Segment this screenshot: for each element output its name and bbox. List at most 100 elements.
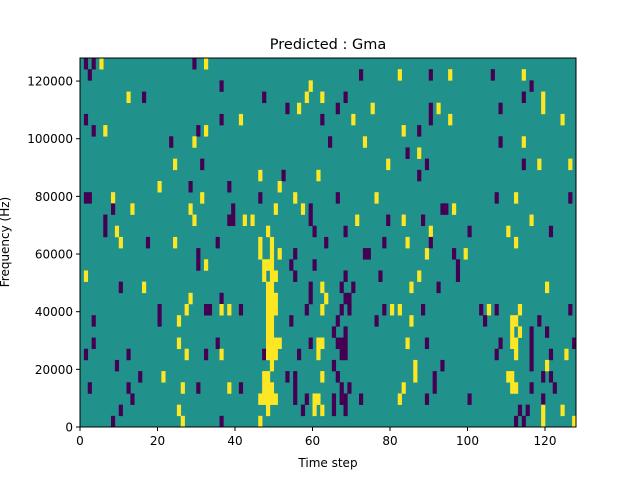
x-tick-label: 100 [456, 434, 479, 448]
heatmap-cell-low [521, 415, 526, 428]
heatmap-cell-high [514, 337, 519, 350]
heatmap-cell-high [273, 304, 278, 316]
heatmap-cell-high [83, 270, 89, 282]
heatmap-cell-low [157, 304, 162, 316]
heatmap-cell-low [87, 382, 92, 394]
heatmap-cell-low [293, 248, 298, 260]
heatmap-cell-low [103, 225, 108, 238]
heatmap-cell-low [87, 69, 92, 81]
heatmap-cell-high [514, 315, 519, 327]
heatmap-cell-low [331, 393, 337, 405]
heatmap-cell-high [161, 371, 166, 383]
heatmap-cell-high [405, 236, 410, 249]
heatmap-cell-low [424, 337, 430, 350]
heatmap-cell-low [498, 136, 503, 148]
heatmap-cell-high [266, 304, 271, 316]
x-tick-label: 120 [534, 434, 557, 448]
heatmap-cell-high [204, 58, 209, 70]
heatmap-cell-low [424, 393, 430, 405]
heatmap-cell-high [486, 304, 492, 316]
heatmap-cell-low [428, 102, 433, 115]
heatmap-cell-high [238, 113, 244, 126]
heatmap-cell-low [169, 136, 174, 148]
heatmap-cell-high [316, 169, 321, 182]
heatmap-cell-low [517, 404, 523, 417]
heatmap-cell-high [304, 91, 309, 104]
heatmap-cell-low [572, 337, 577, 350]
heatmap-cell-low [568, 304, 573, 316]
heatmap-cell-low [529, 348, 534, 361]
heatmap-cell-high [176, 315, 182, 327]
heatmap-cell-low [525, 404, 530, 417]
heatmap-cell-high [258, 248, 263, 260]
heatmap-cell-low [308, 214, 313, 227]
heatmap-cell-low [479, 304, 484, 316]
heatmap-cell-low [405, 147, 410, 159]
heatmap-cell-high [320, 371, 325, 383]
heatmap-cell-high [103, 125, 108, 137]
heatmap-cell-low [331, 404, 337, 417]
heatmap-cell-low [111, 415, 116, 428]
heatmap-cell-high [560, 113, 565, 126]
heatmap-cell-high [370, 102, 375, 115]
heatmap-cell-low [142, 91, 147, 104]
heatmap-cell-high [297, 102, 302, 115]
y-tick-label: 40000 [35, 305, 73, 319]
heatmap-cell-high [266, 315, 271, 327]
heatmap-cell-high [266, 371, 271, 383]
heatmap-cell-low [494, 348, 499, 361]
heatmap-cell-high [180, 382, 185, 394]
heatmap-cell-high [316, 348, 321, 361]
heatmap-cell-high [320, 337, 325, 350]
heatmap [80, 58, 577, 428]
heatmap-cell-low [483, 315, 488, 327]
heatmap-cell-low [548, 371, 554, 383]
heatmap-cell-low [215, 236, 220, 249]
heatmap-cell-low [293, 270, 298, 282]
heatmap-cell-low [308, 337, 313, 350]
heatmap-cell-low [238, 382, 244, 394]
heatmap-cell-high [266, 225, 271, 238]
x-tick-label: 60 [305, 434, 320, 448]
y-tick-label: 60000 [35, 248, 73, 262]
heatmap-cell-high [277, 181, 282, 193]
heatmap-cell-high [262, 259, 267, 271]
heatmap-cell-high [545, 281, 550, 294]
heatmap-cell-low [324, 236, 329, 249]
y-tick-label: 80000 [35, 190, 73, 204]
heatmap-cell-high [269, 292, 275, 305]
heatmap-cell-low [467, 225, 472, 238]
heatmap-cell-high [262, 371, 267, 383]
heatmap-cell-low [421, 304, 426, 316]
heatmap-cell-low [111, 203, 116, 215]
heatmap-cell-low [494, 192, 499, 204]
heatmap-cell-high [529, 214, 534, 227]
axes-frame [79, 57, 577, 428]
heatmap-cell-high [390, 304, 395, 316]
heatmap-cell-high [227, 382, 232, 394]
heatmap-cell-low [126, 348, 131, 361]
heatmap-cell-high [266, 326, 271, 338]
heatmap-cell-high [258, 415, 263, 428]
heatmap-cell-high [200, 192, 205, 204]
heatmap-cell-high [324, 292, 329, 305]
heatmap-cell-low [196, 382, 201, 394]
heatmap-cell-low [297, 348, 302, 361]
heatmap-cell-high [157, 181, 162, 193]
heatmap-cell-low [351, 281, 356, 294]
heatmap-cell-high [242, 214, 247, 227]
heatmap-cell-high [126, 91, 131, 104]
heatmap-cell-high [269, 236, 275, 249]
heatmap-cell-low [382, 236, 387, 249]
heatmap-cell-low [118, 281, 123, 294]
heatmap-cell-high [452, 203, 457, 215]
heatmap-cell-low [440, 203, 445, 215]
heatmap-cell-high [560, 404, 565, 417]
heatmap-cell-high [541, 415, 546, 428]
heatmap-cell-low [537, 315, 542, 327]
heatmap-cell-low [304, 393, 309, 405]
heatmap-cell-low [529, 326, 534, 338]
heatmap-cell-low [320, 113, 325, 126]
heatmap-cell-high [269, 382, 275, 394]
heatmap-cell-high [269, 315, 275, 327]
